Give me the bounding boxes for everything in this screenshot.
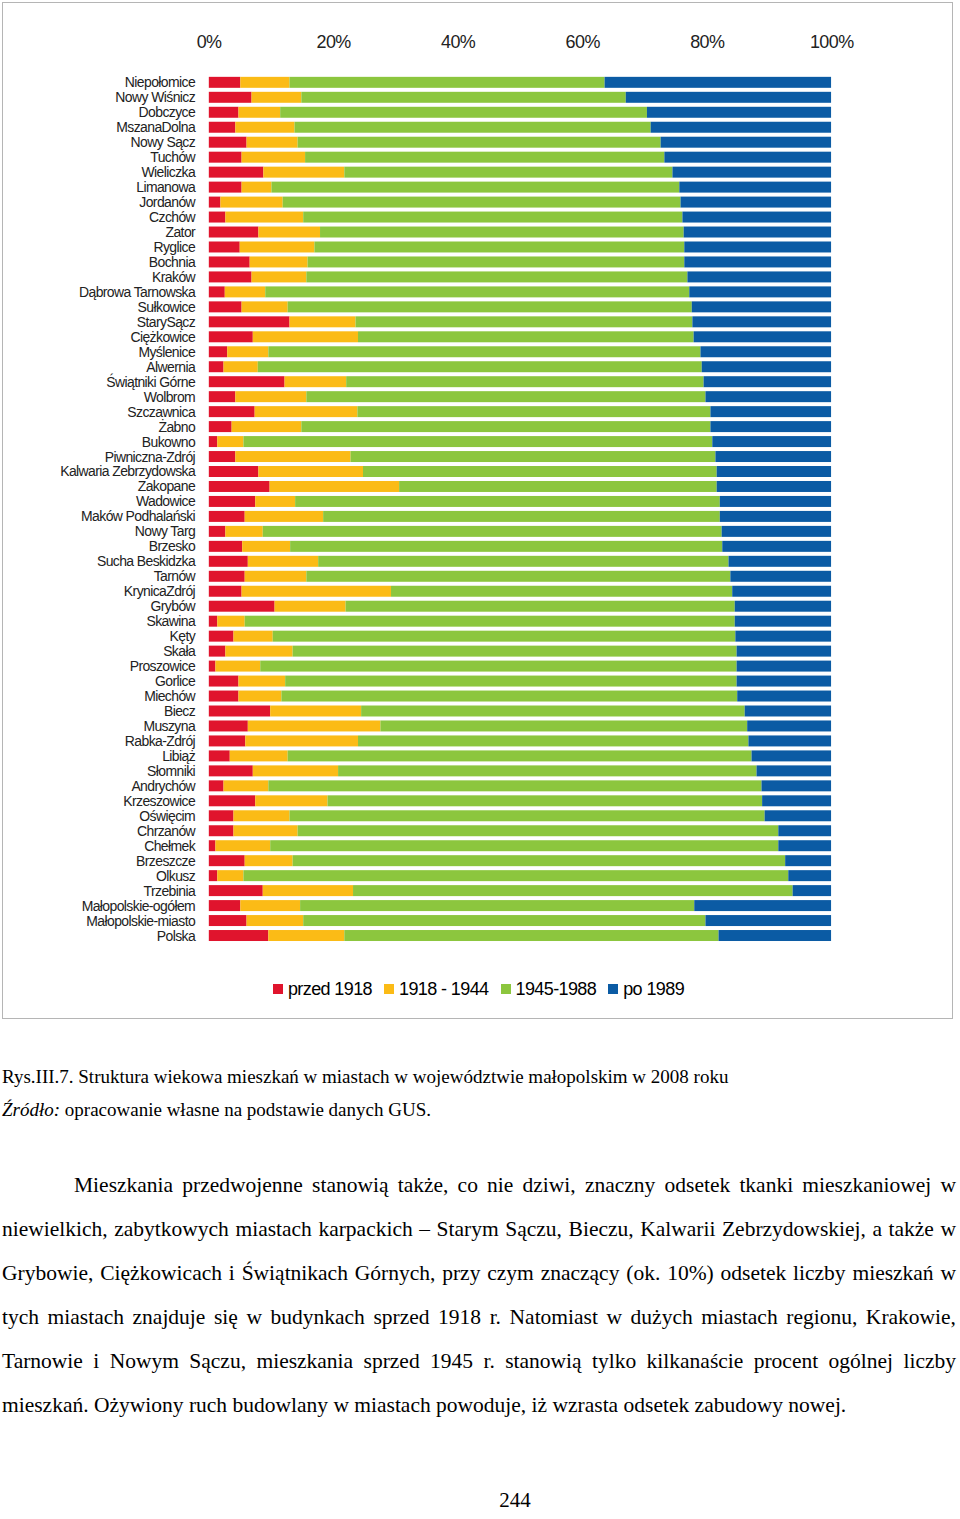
svg-text:KrynicaZdrój: KrynicaZdrój <box>124 583 196 599</box>
svg-text:Alwernia: Alwernia <box>146 359 196 375</box>
svg-text:Słomniki: Słomniki <box>147 763 195 779</box>
svg-text:Chrzanów: Chrzanów <box>137 823 197 839</box>
svg-text:20%: 20% <box>317 32 352 52</box>
svg-text:60%: 60% <box>566 32 601 52</box>
svg-text:Piwniczna-Zdrój: Piwniczna-Zdrój <box>105 449 196 465</box>
svg-text:Polska: Polska <box>157 927 196 943</box>
html-text:przed 1918: przed 1918 <box>287 979 372 999</box>
svg-text:Tuchów: Tuchów <box>150 149 196 165</box>
svg-text:Proszowice: Proszowice <box>130 658 196 674</box>
svg-text:Skała: Skała <box>163 643 196 659</box>
svg-text:Zator: Zator <box>165 224 196 240</box>
svg-text:Ryglice: Ryglice <box>153 239 195 255</box>
svg-text:Wolbrom: Wolbrom <box>144 389 195 405</box>
svg-text:Świątniki Górne: Świątniki Górne <box>106 373 196 390</box>
svg-text:Miechów: Miechów <box>144 688 196 704</box>
svg-text:Brzeszcze: Brzeszcze <box>136 853 196 869</box>
svg-text:Szczawnica: Szczawnica <box>127 404 196 420</box>
svg-text:Tarnów: Tarnów <box>154 568 197 584</box>
svg-text:Dobczyce: Dobczyce <box>139 104 196 120</box>
svg-text:Brzesko: Brzesko <box>149 538 196 554</box>
svg-text:Dąbrowa Tarnowska: Dąbrowa Tarnowska <box>79 284 196 300</box>
svg-text:Nowy Targ: Nowy Targ <box>135 523 195 539</box>
svg-text:Ciężkowice: Ciężkowice <box>130 329 195 345</box>
svg-text:80%: 80% <box>690 32 725 52</box>
svg-text:MszanaDolna: MszanaDolna <box>116 119 196 135</box>
svg-text:Krzeszowice: Krzeszowice <box>123 793 196 809</box>
svg-text:Nowy Sącz: Nowy Sącz <box>131 134 196 150</box>
svg-text:0%: 0% <box>197 32 222 52</box>
html-text:Źródło: opracowanie własne na: Źródło: opracowanie własne na podstawie … <box>2 1099 431 1120</box>
svg-text:Grybów: Grybów <box>151 598 197 614</box>
svg-text:StarySącz: StarySącz <box>137 314 196 330</box>
svg-text:Oświęcim: Oświęcim <box>139 808 195 824</box>
svg-text:Biecz: Biecz <box>164 703 196 719</box>
svg-text:Bochnia: Bochnia <box>149 254 196 270</box>
svg-text:Małopolskie-ogółem: Małopolskie-ogółem <box>82 898 195 914</box>
svg-text:Niepołomice: Niepołomice <box>125 74 196 90</box>
svg-text:Chełmek: Chełmek <box>144 838 196 854</box>
svg-text:Jordanów: Jordanów <box>139 194 196 210</box>
svg-text:Kraków: Kraków <box>152 269 196 285</box>
svg-text:Nowy Wiśnicz: Nowy Wiśnicz <box>115 89 195 105</box>
svg-text:Kęty: Kęty <box>170 628 196 644</box>
svg-text:Wieliczka: Wieliczka <box>141 164 195 180</box>
html-text:1945-1988: 1945-1988 <box>515 979 597 999</box>
svg-text:Muszyna: Muszyna <box>143 718 196 734</box>
svg-text:Sułkowice: Sułkowice <box>138 299 196 315</box>
svg-text:Limanowa: Limanowa <box>136 179 196 195</box>
html-text:po 1989: po 1989 <box>623 979 685 999</box>
svg-text:Gorlice: Gorlice <box>155 673 196 689</box>
svg-text:Małopolskie-miasto: Małopolskie-miasto <box>86 913 196 929</box>
svg-text:Maków Podhalański: Maków Podhalański <box>81 508 196 524</box>
svg-text:Libiąż: Libiąż <box>162 748 196 764</box>
svg-text:Bukowno: Bukowno <box>142 434 196 450</box>
svg-text:Kalwaria Zebrzydowska: Kalwaria Zebrzydowska <box>60 463 196 479</box>
html-text:Mieszkania przedwojenne stanow: Mieszkania przedwojenne stanowią także, … <box>2 1173 956 1417</box>
html-text:Rys.III.7. Struktura wiekowa m: Rys.III.7. Struktura wiekowa mieszkań w … <box>2 1066 729 1087</box>
html-text:1918 - 1944: 1918 - 1944 <box>399 979 489 999</box>
svg-text:Andrychów: Andrychów <box>131 778 196 794</box>
svg-text:Wadowice: Wadowice <box>136 493 196 509</box>
svg-text:Żabno: Żabno <box>158 418 195 435</box>
svg-text:Myślenice: Myślenice <box>138 344 196 360</box>
html-text:244: 244 <box>499 1488 531 1512</box>
svg-text:Trzebinia: Trzebinia <box>144 883 196 899</box>
svg-text:Skawina: Skawina <box>146 613 195 629</box>
svg-text:40%: 40% <box>441 32 476 52</box>
svg-text:Sucha Beskidzka: Sucha Beskidzka <box>97 553 196 569</box>
svg-text:Rabka-Zdrój: Rabka-Zdrój <box>125 733 196 749</box>
svg-text:100%: 100% <box>810 32 854 52</box>
svg-text:Zakopane: Zakopane <box>138 478 196 494</box>
svg-text:Czchów: Czchów <box>149 209 197 225</box>
svg-text:Olkusz: Olkusz <box>156 868 196 884</box>
